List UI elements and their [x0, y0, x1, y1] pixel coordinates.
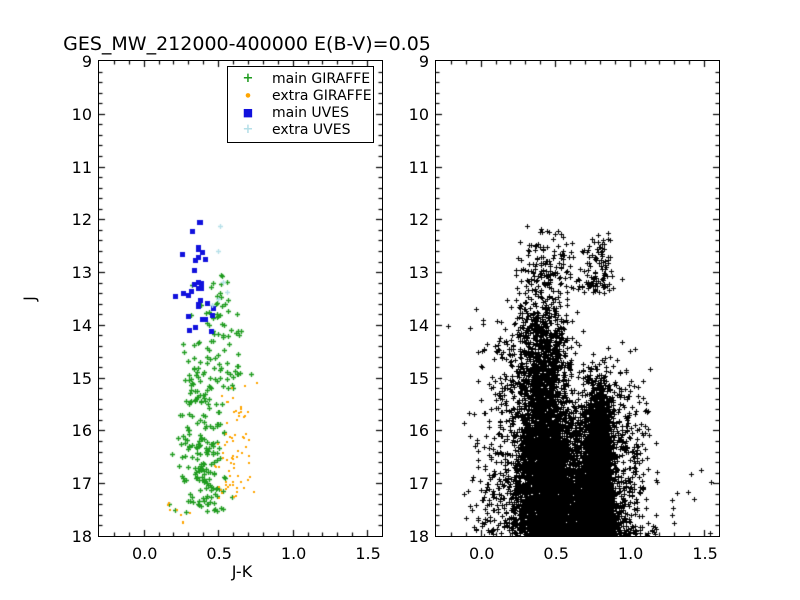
legend-marker-main-giraffe: + — [242, 71, 254, 86]
y-tick-label: 10 — [408, 104, 429, 124]
y-tick-label: 10 — [71, 104, 92, 124]
y-tick-label: 16 — [71, 421, 92, 441]
y-tick-label: 13 — [71, 263, 92, 283]
y-tick-label: 9 — [418, 52, 429, 71]
y-tick-label: 18 — [71, 527, 92, 546]
right-scatter-canvas — [436, 61, 719, 536]
y-tick-label: 9 — [81, 52, 92, 71]
y-tick-label: 12 — [71, 210, 92, 230]
y-tick-label: 16 — [408, 421, 429, 441]
y-tick-label: 13 — [408, 263, 429, 283]
x-tick-label: 0.0 — [131, 544, 158, 563]
right-plot-area — [435, 60, 720, 537]
y-tick-label: 17 — [408, 474, 429, 494]
x-tick-label: 0.5 — [206, 544, 232, 563]
left-plot-area: + main GIRAFFE ● extra GIRAFFE ■ main UV… — [98, 60, 383, 537]
y-tick-label: 18 — [408, 527, 429, 546]
y-tick-label: 15 — [71, 368, 92, 388]
x-tick-label: 0.5 — [543, 544, 569, 563]
y-tick-label: 14 — [408, 315, 429, 335]
x-tick-label: 1.0 — [617, 544, 644, 563]
legend-item: + main GIRAFFE — [228, 70, 373, 87]
legend-item: + extra UVES — [228, 121, 373, 138]
plot-title: GES_MW_212000-400000 E(B-V)=0.05 — [63, 33, 431, 55]
legend-marker-main-uves: ■ — [242, 106, 254, 119]
legend-label: extra UVES — [272, 121, 351, 138]
y-tick-label: 12 — [408, 210, 429, 230]
y-tick-label: 14 — [71, 315, 92, 335]
legend-marker-extra-uves: + — [242, 122, 254, 137]
y-axis-label: J — [19, 296, 39, 301]
legend-marker-extra-giraffe: ● — [245, 92, 251, 99]
y-tick-label: 11 — [408, 157, 429, 177]
x-axis-label: J-K — [231, 562, 253, 581]
legend: + main GIRAFFE ● extra GIRAFFE ■ main UV… — [227, 66, 374, 143]
y-tick-label: 17 — [71, 474, 92, 494]
legend-label: extra GIRAFFE — [272, 87, 372, 104]
legend-item: ● extra GIRAFFE — [228, 87, 373, 104]
x-tick-label: 1.0 — [280, 544, 307, 563]
y-tick-label: 11 — [71, 157, 92, 177]
y-tick-label: 15 — [408, 368, 429, 388]
x-tick-label: 1.5 — [692, 544, 718, 563]
legend-label: main UVES — [272, 104, 349, 121]
legend-item: ■ main UVES — [228, 104, 373, 121]
x-tick-label: 0.0 — [468, 544, 495, 563]
x-tick-label: 1.5 — [355, 544, 381, 563]
legend-label: main GIRAFFE — [272, 70, 371, 87]
